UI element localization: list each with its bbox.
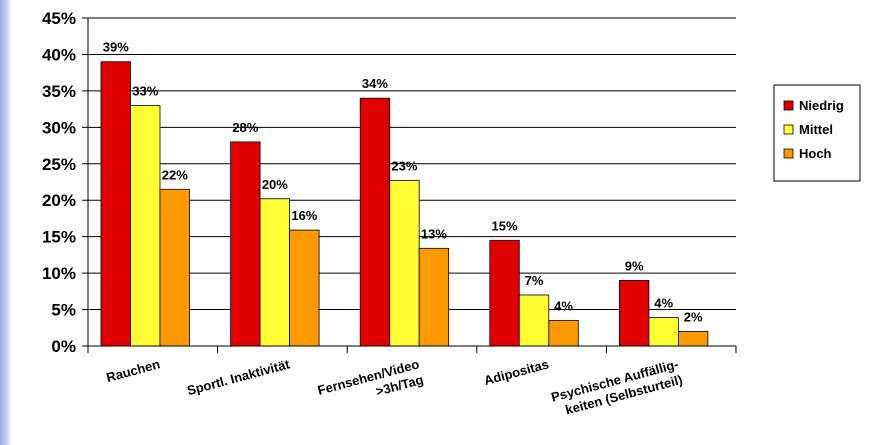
data-label: 9% [625,258,644,273]
y-tick-label: 25% [42,155,76,174]
bar [159,188,190,347]
y-tick-label: 40% [42,45,76,64]
data-label: 2% [684,309,703,324]
category-label-line: Rauchen [105,356,162,385]
bar [648,317,679,347]
bar [289,229,320,347]
data-label: 7% [525,273,544,288]
legend-swatch [783,124,794,135]
data-label: 20% [262,177,288,192]
category-labels: Rauchen Sportl. Inaktivität Fernsehen/Vide… [105,356,685,420]
bar [489,239,520,347]
data-label: 28% [232,120,258,135]
category-label: Fernsehen/Video>3h/Tag [316,356,425,413]
category-label-line: Adipositas [482,356,550,388]
legend-swatch [783,148,794,159]
legend-label: Hoch [799,146,832,161]
legend-label: Niedrig [799,98,844,113]
bar [359,97,391,347]
bar [100,61,131,347]
bar [418,247,450,347]
y-tick-label: 15% [42,228,76,247]
category-label: Psychische Auffällig-keiten (Selbsturtei… [550,356,685,420]
y-tick-label: 10% [42,264,76,283]
y-tick-label: 30% [42,118,76,137]
bars [100,61,709,347]
category-label: Adipositas [482,356,550,388]
data-label: 4% [654,296,673,311]
y-tick-label: 5% [51,301,76,320]
legend-label: Mittel [799,122,833,137]
data-label: 34% [362,76,388,91]
bar [389,180,420,347]
data-label: 33% [132,83,158,98]
y-tick-label: 0% [51,337,76,356]
bar [130,105,161,347]
legend-swatch [783,100,794,111]
bar [678,331,709,347]
bar [230,141,261,347]
category-label: Sportl. Inaktivität [185,356,291,398]
axes [87,18,737,353]
y-axis-ticks: 0% 5% 10% 15% 20% 25% 30% 35% 40% 45% [42,9,76,356]
category-label-line: Sportl. Inaktivität [185,356,291,398]
data-label: 13% [421,226,447,241]
y-tick-label: 20% [42,191,76,210]
data-label: 4% [554,298,573,313]
data-label: 15% [492,218,518,233]
data-label: 16% [291,208,317,223]
left-decorative-strip [0,0,12,445]
bar [518,294,550,347]
category-label: Rauchen [105,356,162,385]
legend: Niedrig Mittel Hoch [773,84,861,182]
data-labels: 39% 28% 34% 15% 9% 33% 20% 23% 7% 4% 22% 16% 13% 4% 2% [103,40,703,325]
bar [548,320,579,347]
y-tick-label: 35% [42,82,76,101]
y-tick-label: 45% [42,9,76,28]
bar [619,279,650,347]
data-label: 23% [391,159,417,174]
bar [259,198,291,347]
data-label: 22% [162,167,188,182]
data-label: 39% [103,40,129,55]
